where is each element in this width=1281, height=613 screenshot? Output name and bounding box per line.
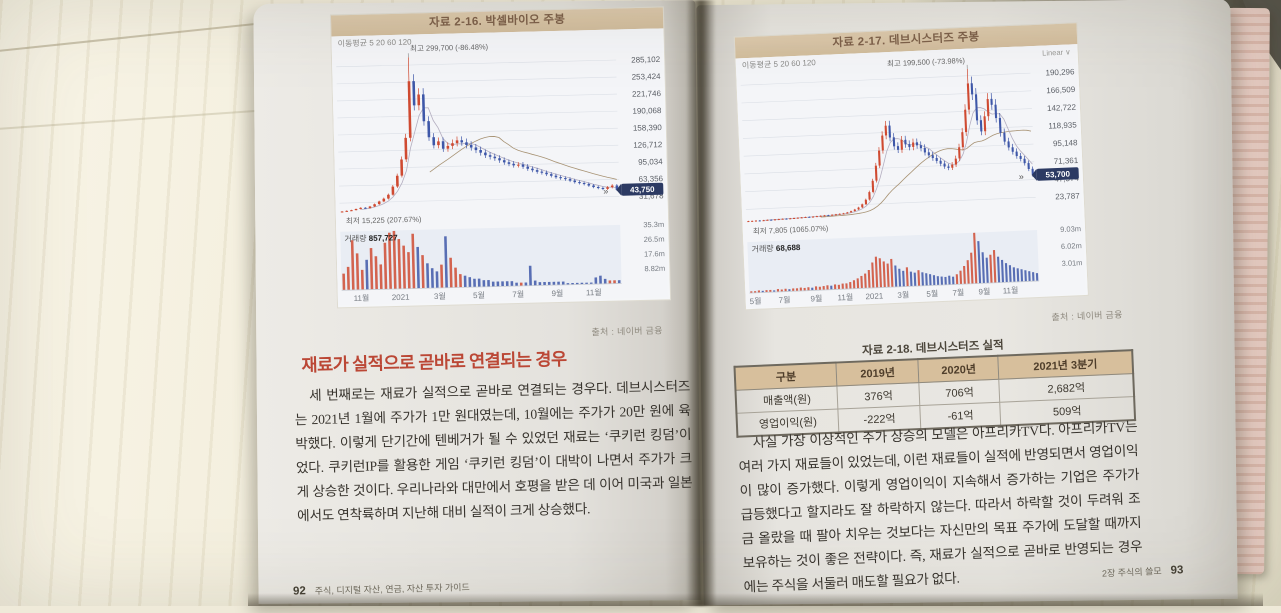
svg-text:최고 299,700 (-86.48%): 최고 299,700 (-86.48%) <box>410 41 489 53</box>
book-spine-shadow <box>686 0 716 606</box>
svg-text:7월: 7월 <box>952 287 964 297</box>
book-bottom-shadow <box>248 593 1263 606</box>
svg-text:142,722: 142,722 <box>1047 103 1077 113</box>
svg-text:»: » <box>1019 171 1024 181</box>
svg-text:7월: 7월 <box>778 294 790 304</box>
weekly-candlestick-chart-pharmcellbio: 285,102 253,424 221,746 190,068 158,390 126,7… <box>331 28 667 305</box>
svg-text:11월: 11월 <box>1003 285 1019 296</box>
svg-text:3월: 3월 <box>897 289 909 299</box>
svg-text:2021: 2021 <box>865 291 884 301</box>
value-cell: 706억 <box>919 379 1000 405</box>
svg-text:7월: 7월 <box>512 289 524 299</box>
body-paragraph: 세 번째로는 재료가 실적으로 곧바로 연결되는 경우다. 데브시스터즈는 20… <box>294 375 693 528</box>
svg-text:3월: 3월 <box>434 291 446 301</box>
svg-text:8.82m: 8.82m <box>644 264 665 274</box>
svg-text:166,509: 166,509 <box>1046 85 1076 95</box>
svg-text:2021: 2021 <box>392 293 411 302</box>
source-caption: 출처 : 네이버 금융 <box>1051 307 1123 323</box>
svg-text:23,787: 23,787 <box>1055 191 1080 201</box>
weekly-candlestick-chart-devsisters: 190,296 166,509 142,722 118,935 95,148 71,361… <box>736 44 1086 308</box>
source-caption: 출처 : 네이버 금융 <box>591 323 663 338</box>
svg-text:190,296: 190,296 <box>1045 67 1075 77</box>
svg-text:거래량 68,688: 거래량 68,688 <box>751 242 801 254</box>
svg-text:»: » <box>603 186 608 196</box>
body-paragraph: 사실 가장 이상적인 주가 상승의 모델은 아프리카TV다. 아프리카TV는 여… <box>737 415 1144 599</box>
svg-text:9.03m: 9.03m <box>1060 224 1081 234</box>
svg-text:43,750: 43,750 <box>630 185 655 195</box>
chapter-footer: 2장 주식의 쓸모 <box>1102 566 1162 578</box>
svg-text:5월: 5월 <box>926 288 938 298</box>
svg-text:9월: 9월 <box>810 293 822 303</box>
svg-text:9월: 9월 <box>978 286 990 296</box>
svg-text:221,746: 221,746 <box>632 89 662 99</box>
svg-text:190,068: 190,068 <box>632 106 662 116</box>
svg-text:26.5m: 26.5m <box>644 234 665 244</box>
svg-text:158,390: 158,390 <box>633 123 663 133</box>
svg-text:17.6m: 17.6m <box>644 249 665 259</box>
table-header-cell: 2019년 <box>836 359 919 386</box>
page-number: 93 <box>1170 564 1183 577</box>
svg-text:5월: 5월 <box>473 290 485 300</box>
scale-dropdown: Linear ∨ <box>1042 47 1071 57</box>
svg-text:11월: 11월 <box>586 287 602 297</box>
svg-text:거래량 857,727: 거래량 857,727 <box>344 232 398 243</box>
right-page-footer: 2장 주식의 쓸모 93 <box>1102 563 1184 579</box>
table-header-cell: 2020년 <box>918 356 999 383</box>
svg-text:9월: 9월 <box>551 288 563 298</box>
svg-text:285,102: 285,102 <box>631 55 661 65</box>
chevron-down-icon: ∨ <box>1065 47 1071 56</box>
svg-text:53,700: 53,700 <box>1045 169 1070 179</box>
svg-text:11월: 11월 <box>837 292 853 303</box>
svg-text:71,361: 71,361 <box>1054 156 1079 166</box>
svg-text:95,148: 95,148 <box>1053 138 1078 148</box>
svg-text:126,712: 126,712 <box>633 140 663 150</box>
svg-text:최저 15,225 (207.67%): 최저 15,225 (207.67%) <box>346 214 422 226</box>
svg-text:6.02m: 6.02m <box>1061 241 1082 251</box>
section-heading: 재료가 실적으로 곧바로 연결되는 경우 <box>301 346 567 377</box>
svg-text:118,935: 118,935 <box>1048 120 1077 130</box>
svg-text:3.01m: 3.01m <box>1061 258 1082 268</box>
svg-text:63,356: 63,356 <box>638 174 663 184</box>
svg-text:95,034: 95,034 <box>638 157 663 167</box>
svg-text:11월: 11월 <box>354 293 370 303</box>
svg-text:35.3m: 35.3m <box>643 220 664 230</box>
scale-dropdown-label: Linear <box>1042 48 1063 58</box>
svg-text:253,424: 253,424 <box>632 72 662 82</box>
svg-text:5월: 5월 <box>749 296 761 306</box>
svg-text:이동평균 5 20 60 120: 이동평균 5 20 60 120 <box>338 37 413 49</box>
